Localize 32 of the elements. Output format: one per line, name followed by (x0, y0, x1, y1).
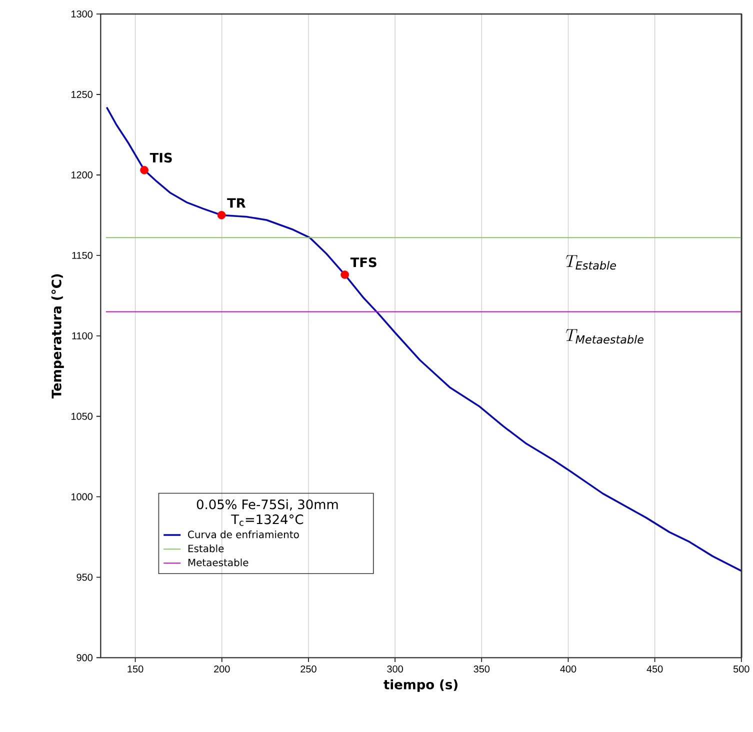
y-tick-label: 1000 (72, 493, 92, 500)
legend-label: Curva de enfriamiento (188, 530, 299, 538)
x-tick-label: 350 (474, 666, 490, 673)
annotation: TIS (150, 152, 172, 163)
legend-label: Estable (188, 544, 224, 552)
y-tick-label: 1200 (72, 172, 92, 179)
x-tick-label: 200 (214, 666, 230, 673)
line-series (106, 106, 742, 572)
x-tick-label: 150 (128, 666, 144, 673)
y-tick-label: 1250 (72, 91, 92, 98)
annotation: $T_{\mathit{Metaestable}}$ (566, 329, 644, 344)
y-tick-label: 1300 (72, 10, 92, 18)
annotation: TFS (350, 258, 376, 268)
annotation: $T_{\mathit{Estable}}$ (566, 255, 616, 270)
annotation: TR (227, 198, 246, 208)
legend-label: Metaestable (188, 558, 248, 566)
x-tick-label: 250 (300, 666, 316, 673)
x-tick-label: 400 (560, 666, 576, 673)
x-tick-label: 500 (733, 666, 750, 673)
x-tick-label: 300 (387, 666, 403, 673)
y-tick-label: 1050 (72, 412, 92, 420)
y-tick-label: 900 (76, 654, 93, 662)
y-tick-label: 950 (76, 574, 93, 581)
y-tick-label: 1100 (72, 332, 93, 340)
x-axis-title: tiempo (s) (384, 680, 458, 692)
x-tick-label: 450 (646, 666, 663, 673)
y-axis-title: Temperatura (°C) (51, 274, 64, 399)
y-tick-label: 1150 (72, 252, 93, 260)
point (140, 166, 148, 174)
point (217, 211, 226, 220)
legend-title: 0.05% Fe-75Si, 30mm T$_{c}$=1324°C (196, 499, 338, 526)
point (340, 270, 350, 280)
